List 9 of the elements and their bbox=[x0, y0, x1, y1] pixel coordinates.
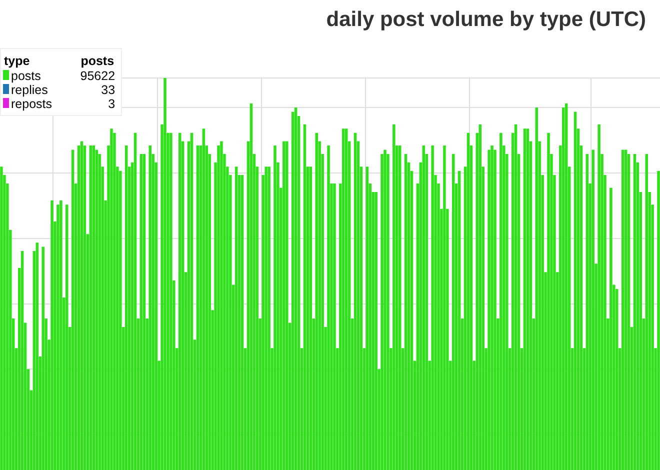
legend-label: posts bbox=[10, 69, 42, 83]
annotation: 95622 bbox=[80, 69, 116, 83]
legend-label: reposts bbox=[10, 97, 53, 111]
annotation: 33 bbox=[100, 83, 116, 97]
annotation: 3 bbox=[107, 97, 116, 111]
legend-label: replies bbox=[10, 83, 49, 97]
chart-title: daily post volume by type (UTC) bbox=[326, 8, 646, 32]
text: posts bbox=[80, 53, 116, 69]
legend-title: type bbox=[3, 53, 31, 69]
